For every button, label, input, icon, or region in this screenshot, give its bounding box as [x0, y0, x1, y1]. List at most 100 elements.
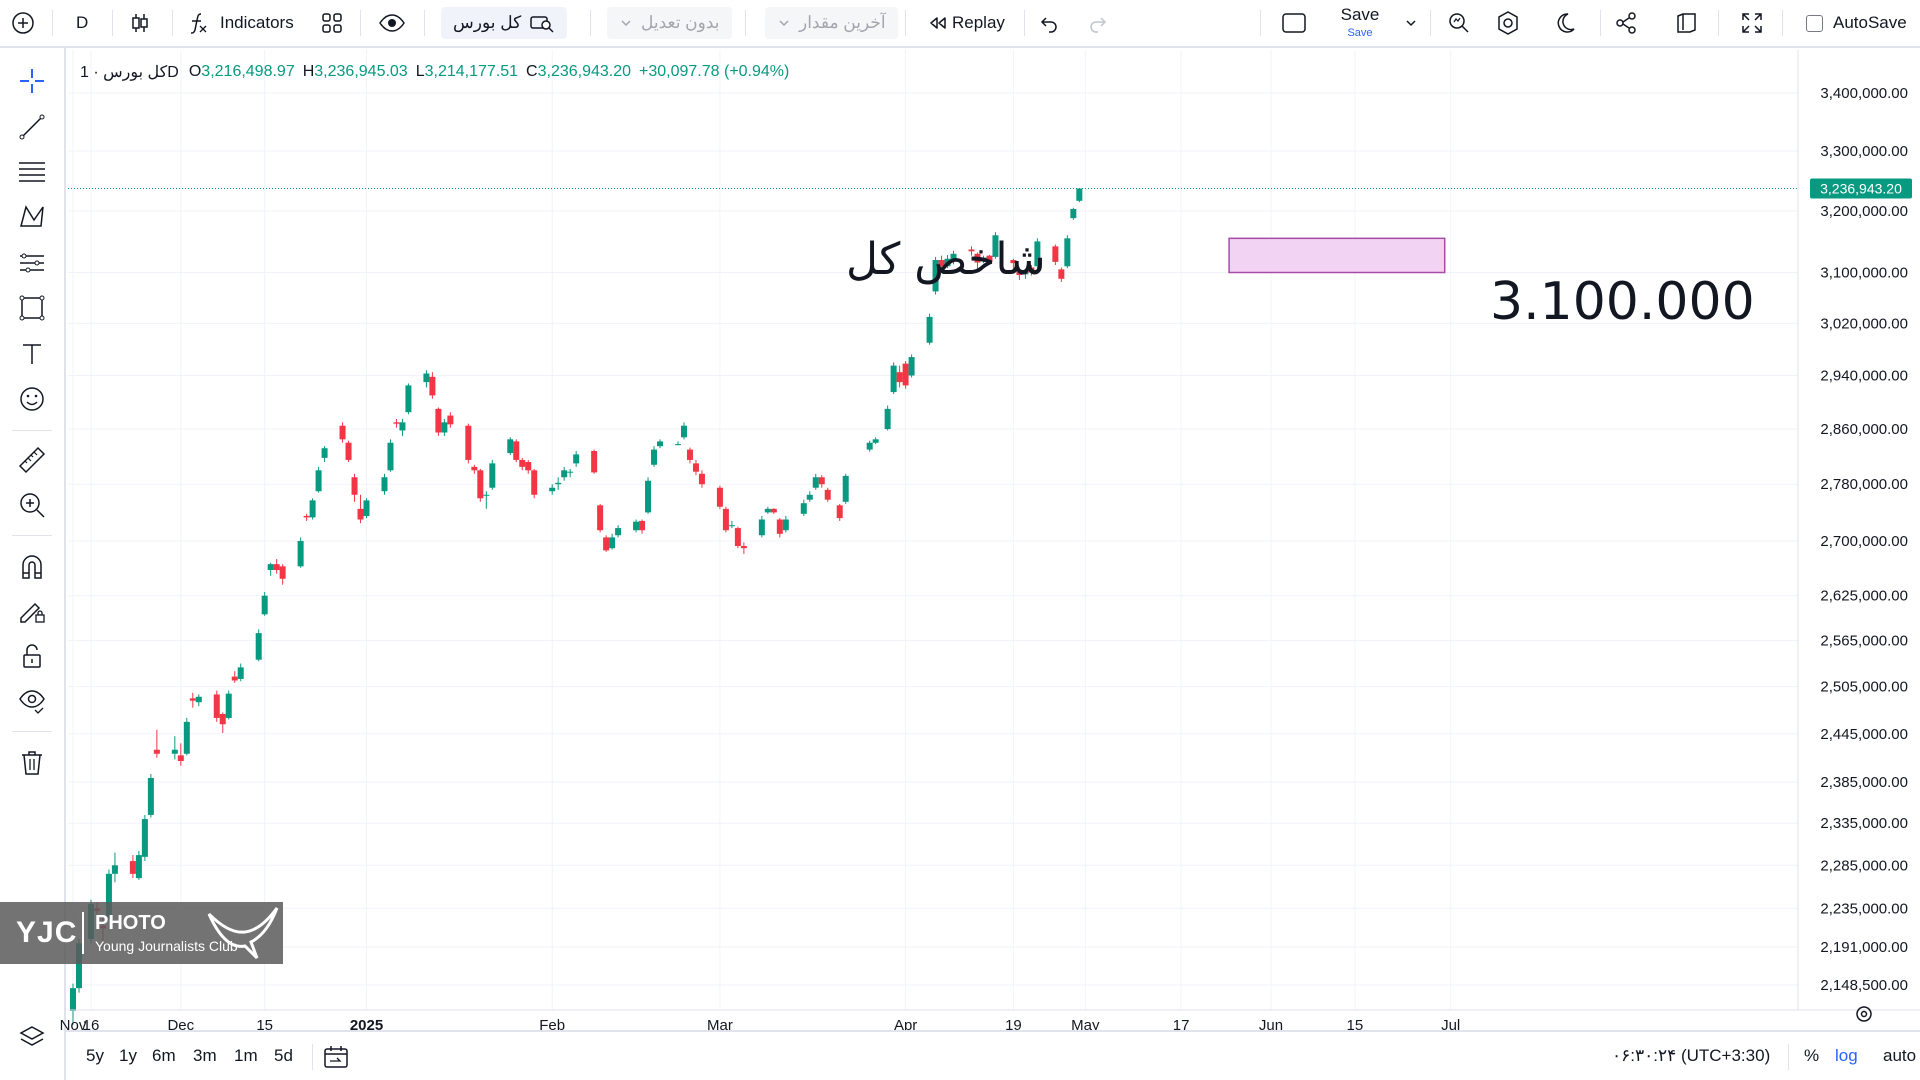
- search-icon: [1449, 13, 1469, 33]
- candle-body: [171, 749, 178, 754]
- fib-tool[interactable]: [17, 156, 47, 186]
- hide-drawings-tool[interactable]: [17, 686, 47, 716]
- candle-body: [105, 873, 112, 918]
- range-5d[interactable]: 5d: [274, 1046, 293, 1065]
- save-button[interactable]: Save Save: [1340, 5, 1380, 39]
- x-tick-label: Jul: [1441, 1017, 1460, 1034]
- candle-body: [321, 448, 328, 458]
- layouts-button[interactable]: [320, 0, 344, 46]
- autosave-toggle[interactable]: AutoSave: [1806, 0, 1907, 46]
- goto-date-button[interactable]: [322, 1044, 350, 1075]
- save-menu-button[interactable]: [1404, 0, 1418, 46]
- range-1m[interactable]: 1m: [234, 1046, 258, 1065]
- chart-title-annotation[interactable]: شاخص کل: [846, 234, 1046, 285]
- lock-drawing-tool[interactable]: [17, 596, 47, 626]
- candle-body: [477, 470, 484, 499]
- candle-body: [740, 546, 747, 549]
- prediction-tool[interactable]: [17, 248, 47, 278]
- candle-body: [561, 470, 568, 478]
- fullscreen-button[interactable]: [1740, 0, 1764, 46]
- candle: [609, 533, 616, 550]
- x-tick-label: May: [1071, 1017, 1100, 1034]
- candle: [651, 446, 658, 467]
- log-toggle[interactable]: log: [1835, 1046, 1858, 1065]
- y-tick-label: 2,235,000.00: [1820, 900, 1908, 917]
- candle: [489, 459, 496, 490]
- candle-body: [489, 463, 496, 488]
- emoji-tool[interactable]: [17, 384, 47, 414]
- theme-toggle-button[interactable]: [1553, 0, 1577, 46]
- shape-tool[interactable]: [17, 293, 47, 323]
- candle-body: [633, 521, 640, 531]
- range-1y[interactable]: 1y: [119, 1046, 137, 1065]
- interval-button[interactable]: D: [76, 13, 89, 32]
- checkbox[interactable]: [1806, 14, 1823, 32]
- share-button[interactable]: [1614, 0, 1638, 46]
- range-5y[interactable]: 5y: [86, 1046, 104, 1065]
- last-value-dropdown[interactable]: آخرین مقدار: [765, 7, 898, 39]
- timezone-clock[interactable]: ۰۶:۳۰:۲۴ (UTC+3:30): [1612, 1046, 1771, 1065]
- y-tick-label: 2,385,000.00: [1820, 774, 1908, 791]
- candle: [758, 515, 765, 538]
- x-tick-label: 15: [256, 1017, 273, 1034]
- candle: [111, 852, 118, 883]
- candle: [884, 405, 891, 431]
- snapshot-button[interactable]: [1674, 0, 1700, 46]
- candle: [645, 477, 652, 514]
- candle-body: [968, 249, 975, 252]
- candle-body: [273, 564, 280, 570]
- candle-body: [429, 376, 436, 396]
- candle: [561, 466, 568, 481]
- redo-button[interactable]: [1087, 0, 1109, 46]
- zoom-in-icon: [20, 493, 45, 518]
- layout-toggle-button[interactable]: [1281, 0, 1307, 46]
- visibility-button[interactable]: [378, 0, 406, 46]
- crosshair-tool[interactable]: [17, 66, 47, 96]
- zoom-tool[interactable]: [17, 490, 47, 520]
- y-tick-label: 2,625,000.00: [1820, 588, 1908, 605]
- candle: [231, 671, 238, 683]
- candle: [447, 412, 454, 428]
- chart-type-button[interactable]: [128, 0, 152, 46]
- candle: [267, 562, 274, 576]
- candle-body: [567, 471, 574, 473]
- candle: [1070, 207, 1077, 220]
- undo-button[interactable]: [1038, 0, 1060, 46]
- magnet-tool[interactable]: [17, 552, 47, 582]
- ohlc-legend: کل بورس · 1D O 3,216,498.97 H 3,236,945.03…: [80, 63, 790, 81]
- add-symbol-button[interactable]: [10, 0, 36, 46]
- settings-button[interactable]: [1495, 0, 1521, 46]
- target-text-annotation[interactable]: 3.100.000: [1490, 272, 1755, 332]
- text-tool[interactable]: [17, 339, 47, 369]
- adjustment-dropdown[interactable]: بدون تعدیل: [607, 7, 732, 39]
- pattern-tool[interactable]: [17, 202, 47, 232]
- last-price-label-text: 3,236,943.20: [1820, 181, 1902, 197]
- symbol-search-button[interactable]: کل بورس: [441, 7, 568, 39]
- percent-toggle[interactable]: %: [1804, 1046, 1820, 1065]
- candle-body: [519, 459, 526, 467]
- candle: [225, 690, 232, 720]
- quick-search-button[interactable]: [1446, 0, 1472, 46]
- legend-symbol[interactable]: کل بورس · 1D: [80, 64, 179, 81]
- candle: [255, 629, 262, 662]
- range-6m[interactable]: 6m: [152, 1046, 176, 1065]
- candle: [303, 513, 310, 521]
- legend-open: 3,216,498.97: [201, 63, 295, 80]
- candle-body: [824, 489, 831, 500]
- candle: [279, 564, 286, 585]
- y-tick-label: 2,565,000.00: [1820, 633, 1908, 650]
- measure-tool[interactable]: [17, 445, 47, 475]
- candle: [183, 717, 190, 756]
- object-tree-button[interactable]: [17, 1023, 47, 1053]
- candle-body: [800, 503, 807, 514]
- candle: [603, 535, 610, 552]
- remove-drawings-tool[interactable]: [17, 748, 47, 778]
- auto-scale-toggle[interactable]: auto: [1883, 1046, 1917, 1065]
- candle-body: [351, 477, 358, 495]
- lock-all-tool[interactable]: [17, 641, 47, 671]
- trend-line-tool[interactable]: [17, 112, 47, 142]
- range-3m[interactable]: 3m: [193, 1046, 217, 1065]
- replay-button[interactable]: Replay: [928, 0, 1005, 46]
- indicators-button[interactable]: Indicators: [188, 0, 294, 46]
